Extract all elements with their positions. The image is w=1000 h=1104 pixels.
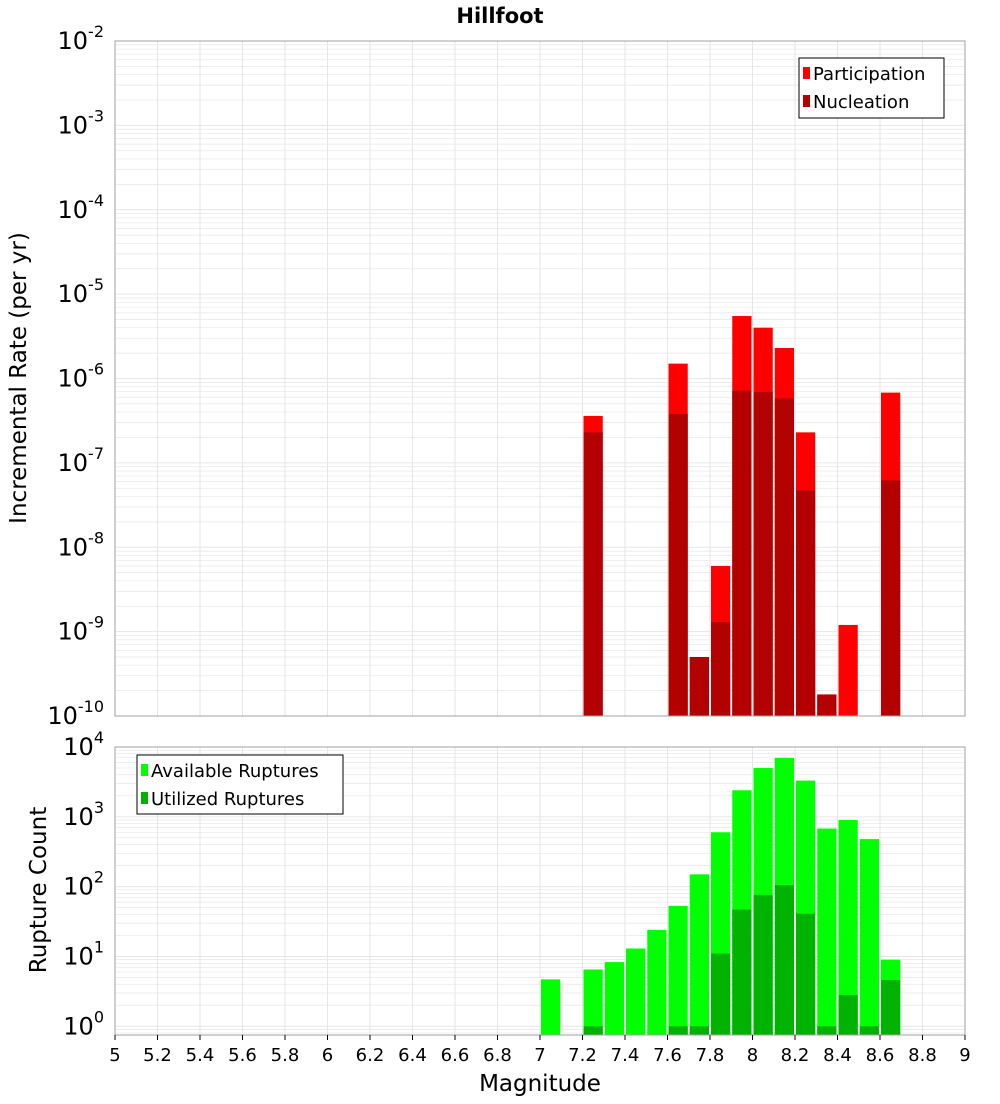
y-tick-label: 10-2	[58, 22, 105, 55]
bar-count-a	[859, 839, 879, 1035]
x-tick-label: 5.2	[143, 1045, 172, 1066]
x-tick-label: 7.4	[611, 1045, 640, 1066]
bar-rate-b	[774, 398, 794, 716]
legend-label-nucleation: Nucleation	[813, 92, 909, 113]
bar-rate-b	[753, 392, 773, 716]
y-tick-label: 10-8	[58, 528, 105, 561]
x-tick-label: 8.6	[866, 1045, 895, 1066]
x-tick-label: 7.2	[568, 1045, 597, 1066]
bar-count-b	[817, 1026, 837, 1035]
x-tick-label: 5	[109, 1045, 120, 1066]
bar-rate-b	[732, 390, 752, 716]
y-tick-label: 10-3	[58, 106, 105, 139]
plot-frame	[114, 40, 966, 717]
legend-swatch-participation	[803, 67, 810, 79]
x-tick-label: 8	[747, 1045, 758, 1066]
y-tick-label: 102	[63, 868, 104, 901]
chart-title: Hillfoot	[456, 4, 543, 28]
bar-rate-b	[711, 622, 731, 716]
y-tick-label: 104	[63, 728, 104, 761]
bar-count-b	[711, 953, 731, 1035]
legend-swatch-nucleation	[803, 95, 810, 107]
bar-count-b	[732, 909, 752, 1035]
y-tick-label: 10-6	[58, 360, 105, 393]
legend-swatch-utilized	[141, 792, 148, 804]
bar-count-b	[838, 995, 858, 1035]
x-tick-label: 8.8	[908, 1045, 937, 1066]
y-tick-label: 10-5	[58, 275, 105, 308]
bar-rate-b	[881, 480, 901, 716]
bar-count-b	[753, 894, 773, 1035]
x-axis-ticks: 5 5.2 5.4 5.6 5.8 6 6.2 6.4 6.6 6.8 7 7.2 7.4 7.6 7.8 8…	[109, 1035, 971, 1066]
bar-rate-b	[668, 413, 688, 716]
count-plot-area: 100 101 102 103 104	[63, 728, 966, 1040]
legend-count: Available Ruptures Utilized Ruptures	[136, 754, 344, 815]
bar-count-b	[796, 913, 816, 1035]
bar-count-a	[689, 874, 709, 1035]
x-tick-label: 6.6	[441, 1045, 470, 1066]
y-tick-label: 10-9	[58, 613, 105, 646]
bar-rate-b	[817, 694, 837, 716]
y-tick-label: 101	[63, 937, 104, 970]
y-axis-label-count: Rupture Count	[26, 807, 52, 973]
y-tick-label: 103	[63, 798, 104, 831]
x-tick-label: 9	[959, 1045, 970, 1066]
x-tick-label: 7.6	[653, 1045, 682, 1066]
x-tick-label: 5.4	[186, 1045, 215, 1066]
y-tick-label: 10-10	[47, 697, 104, 730]
bar-rate-a	[838, 624, 858, 716]
bar-count-a	[583, 969, 603, 1035]
bar-count-a	[838, 820, 858, 1035]
x-tick-label: 5.8	[271, 1045, 300, 1066]
y-tick-label: 10-4	[58, 191, 105, 224]
bar-count-b	[881, 980, 901, 1035]
x-tick-label: 5.6	[228, 1045, 257, 1066]
x-tick-label: 8.4	[823, 1045, 852, 1066]
bar-count-b	[859, 1026, 879, 1035]
bar-rate-b	[689, 657, 709, 716]
y-axis-label-rate: Incremental Rate (per yr)	[6, 232, 32, 524]
bar-count-b	[668, 1026, 688, 1035]
y-tick-label: 100	[63, 1007, 104, 1040]
legend-rate: Participation Nucleation	[798, 57, 945, 119]
x-tick-label: 6	[322, 1045, 333, 1066]
bar-rate-b	[583, 432, 603, 716]
x-tick-label: 6.2	[356, 1045, 385, 1066]
x-tick-label: 7	[534, 1045, 545, 1066]
x-tick-label: 8.2	[781, 1045, 810, 1066]
x-axis-label: Magnitude	[479, 1071, 601, 1097]
y-tick-label: 10-7	[58, 444, 105, 477]
bar-count-b	[689, 1026, 709, 1035]
legend-label-participation: Participation	[813, 64, 925, 85]
bar-count-a	[541, 979, 561, 1035]
x-tick-label: 6.8	[483, 1045, 512, 1066]
bar-rate-b	[796, 490, 816, 716]
legend-label-utilized: Utilized Ruptures	[151, 789, 304, 810]
bar-count-a	[604, 962, 624, 1035]
x-tick-label: 6.4	[398, 1045, 427, 1066]
legend-swatch-available	[141, 764, 148, 776]
rate-plot-area: 10-10 10-9 10-8 10-7 10-6 10-5 10-4 10-3 10-2	[47, 22, 966, 730]
bar-count-a	[647, 929, 667, 1035]
legend-label-available: Available Ruptures	[151, 761, 319, 782]
bar-count-b	[583, 1026, 603, 1035]
x-tick-label: 7.8	[696, 1045, 725, 1066]
bar-count-a	[626, 948, 646, 1035]
bar-count-a	[668, 905, 688, 1035]
bar-count-a	[817, 828, 837, 1035]
bar-count-b	[774, 885, 794, 1035]
